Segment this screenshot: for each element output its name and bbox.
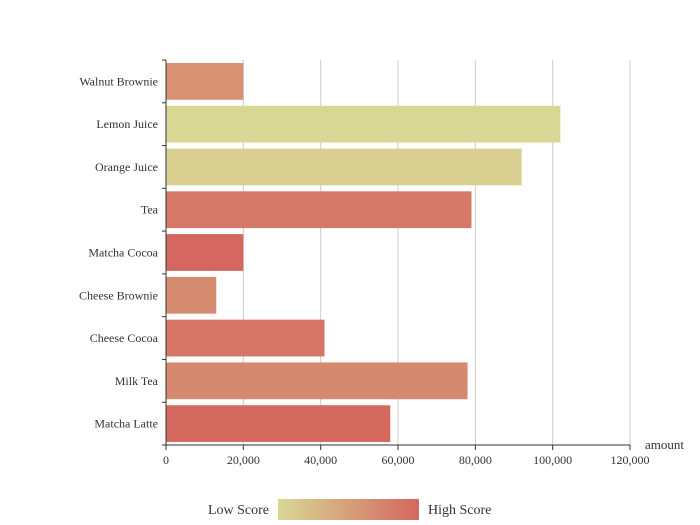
category-label: Orange Juice xyxy=(95,160,158,174)
category-label: Lemon Juice xyxy=(96,117,158,131)
legend-gradient-bar xyxy=(278,499,419,520)
bar-milk-tea[interactable] xyxy=(166,362,468,400)
bars xyxy=(166,63,561,442)
category-label: Matcha Latte xyxy=(94,417,158,431)
bar-walnut-brownie[interactable] xyxy=(166,63,244,100)
x-tick-label: 100,000 xyxy=(533,453,572,467)
x-tick-label: 120,000 xyxy=(611,453,650,467)
category-label: Matcha Cocoa xyxy=(88,246,158,260)
legend-high-label: High Score xyxy=(428,503,491,518)
bar-cheese-brownie[interactable] xyxy=(166,276,217,314)
bar-matcha-latte[interactable] xyxy=(166,405,391,442)
bar-tea[interactable] xyxy=(166,191,472,229)
color-legend: Low Score High Score xyxy=(208,499,491,520)
x-tick-label: 80,000 xyxy=(459,453,492,467)
bar-cheese-cocoa[interactable] xyxy=(166,319,325,357)
x-tick-label: 40,000 xyxy=(304,453,337,467)
x-tick-label: 20,000 xyxy=(227,453,260,467)
category-label: Tea xyxy=(141,203,159,217)
x-tick-label: 0 xyxy=(163,453,169,467)
category-label: Walnut Brownie xyxy=(79,74,158,88)
x-axis: 0 20,000 40,000 60,000 80,000 100,000 120,000 xyxy=(163,444,650,467)
x-axis-title: amount xyxy=(645,437,684,452)
bar-orange-juice[interactable] xyxy=(166,148,522,186)
category-label: Cheese Brownie xyxy=(79,288,158,302)
bar-lemon-juice[interactable] xyxy=(166,105,561,143)
x-tick-label: 60,000 xyxy=(382,453,415,467)
legend-low-label: Low Score xyxy=(208,503,269,518)
bar-matcha-cocoa[interactable] xyxy=(166,234,244,271)
category-label: Milk Tea xyxy=(115,374,159,388)
y-axis: Walnut Brownie Lemon Juice Orange Juice Tea… xyxy=(79,59,167,446)
category-label: Cheese Cocoa xyxy=(90,331,159,345)
